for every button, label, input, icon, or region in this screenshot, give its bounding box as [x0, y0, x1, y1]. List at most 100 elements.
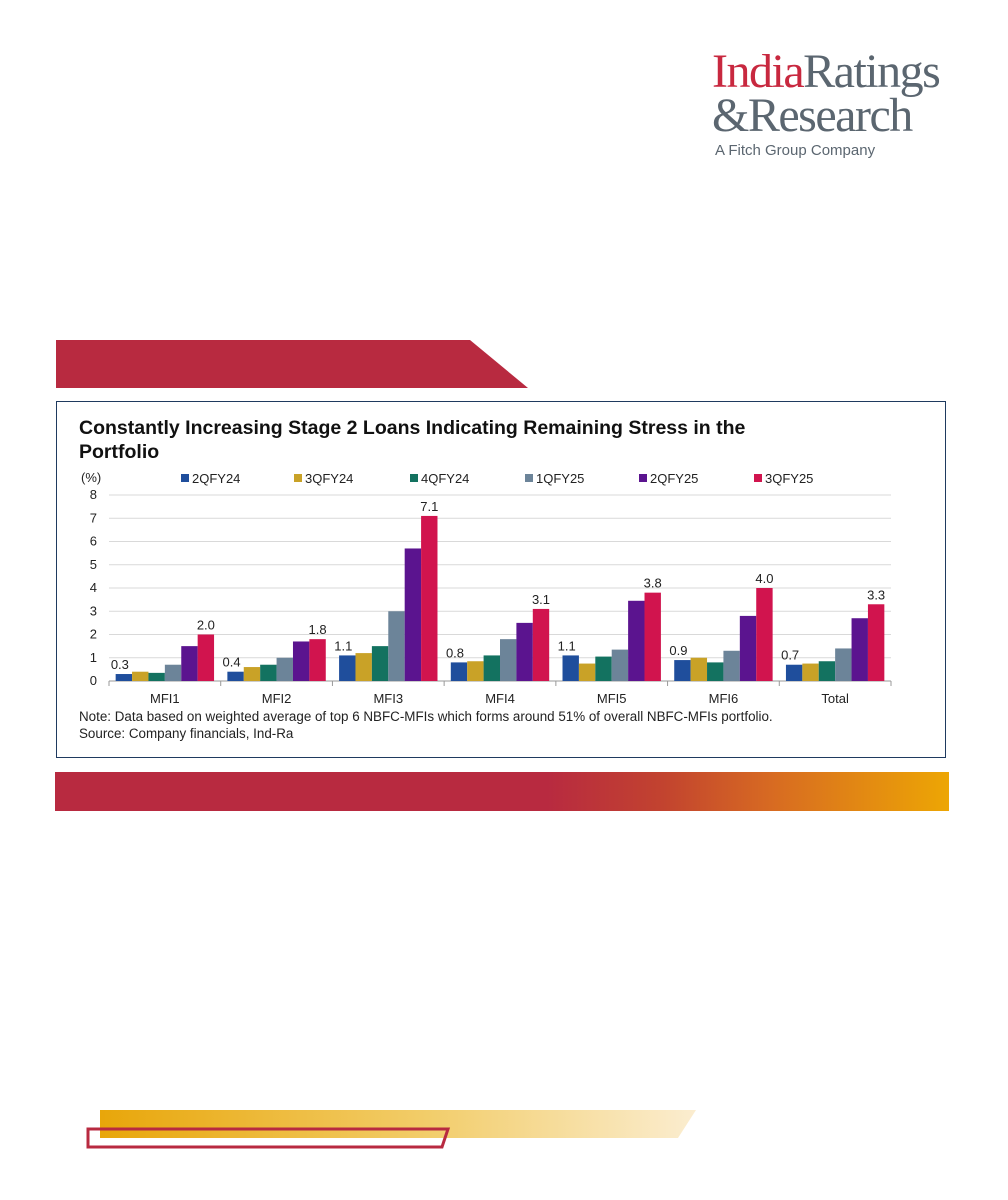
bar-mfi5-2qfy24	[562, 655, 579, 681]
bar-mfi6-1qfy25	[723, 650, 740, 681]
bar-mfi4-2qfy24	[450, 662, 468, 681]
bar-mfi6-3qfy24	[690, 657, 708, 681]
y-tick-label-6: 6	[90, 534, 97, 549]
data-label-mfi5-3qfy25: 3.8	[644, 576, 662, 591]
gradient-divider-band	[55, 772, 949, 811]
bar-mfi1-2qfy25	[181, 646, 198, 681]
legend-label-3qfy25: 3QFY25	[765, 471, 813, 486]
legend-label-2qfy25: 2QFY25	[650, 471, 698, 486]
y-tick-label-5: 5	[90, 557, 97, 572]
bar-mfi2-4qfy24	[260, 664, 277, 681]
x-category-label-mfi4: MFI4	[485, 691, 515, 706]
logo-line-1: IndiaRatings	[712, 45, 941, 98]
legend-label-2qfy24: 2QFY24	[192, 471, 240, 486]
bar-mfi3-3qfy25	[421, 515, 438, 681]
y-axis-label: (%)	[81, 470, 101, 485]
bar-mfi6-2qfy24	[674, 660, 691, 681]
bar-mfi3-3qfy24	[355, 653, 372, 681]
bottom-decorative-banner	[86, 1110, 696, 1149]
x-category-label-mfi2: MFI2	[262, 691, 292, 706]
bar-mfi2-1qfy25	[276, 657, 293, 681]
data-label-mfi6-3qfy25: 4.0	[755, 571, 773, 586]
x-category-label-mfi5: MFI5	[597, 691, 627, 706]
data-label-total-2qfy24: 0.7	[781, 648, 799, 663]
logo-line-2: &Research	[712, 89, 913, 142]
bar-mfi6-2qfy25	[739, 615, 757, 681]
legend-swatch-2qfy25	[639, 474, 647, 482]
data-label-mfi4-2qfy24: 0.8	[446, 645, 464, 660]
data-label-mfi2-2qfy24: 0.4	[223, 655, 241, 670]
bar-mfi3-1qfy25	[388, 611, 405, 681]
bar-total-4qfy24	[818, 661, 836, 681]
bar-mfi2-2qfy25	[292, 641, 310, 681]
bar-mfi4-4qfy24	[483, 655, 500, 681]
y-tick-label-3: 3	[90, 603, 97, 618]
bar-mfi3-2qfy25	[404, 548, 422, 681]
data-label-mfi5-2qfy24: 1.1	[558, 638, 576, 653]
india-ratings-logo: IndiaRatings &Research A Fitch Group Com…	[712, 48, 982, 163]
x-category-label-mfi1: MFI1	[150, 691, 180, 706]
y-tick-label-2: 2	[90, 627, 97, 642]
bar-mfi1-1qfy25	[164, 664, 182, 681]
bar-mfi2-3qfy24	[243, 667, 261, 681]
bar-mfi4-3qfy25	[532, 608, 550, 681]
bar-total-1qfy25	[835, 648, 852, 681]
legend-swatch-4qfy24	[410, 474, 418, 482]
y-tick-label-4: 4	[90, 580, 97, 595]
bar-mfi2-3qfy25	[309, 639, 326, 681]
bar-mfi5-3qfy25	[644, 592, 661, 681]
data-label-mfi1-3qfy25: 2.0	[197, 618, 215, 633]
bar-total-3qfy25	[867, 604, 885, 681]
bar-mfi4-3qfy24	[467, 661, 484, 681]
x-category-label-mfi6: MFI6	[709, 691, 739, 706]
bar-mfi3-4qfy24	[371, 646, 389, 681]
legend-swatch-1qfy25	[525, 474, 533, 482]
legend-swatch-3qfy25	[754, 474, 762, 482]
bar-mfi6-3qfy25	[756, 588, 773, 681]
data-label-mfi3-2qfy24: 1.1	[334, 638, 352, 653]
logo-word-india: India	[712, 45, 805, 98]
x-category-label-total: Total	[821, 691, 849, 706]
chart-title: Constantly Increasing Stage 2 Loans Indi…	[79, 417, 746, 463]
bar-mfi6-4qfy24	[707, 662, 724, 681]
legend-label-1qfy25: 1QFY25	[536, 471, 584, 486]
bar-mfi5-2qfy25	[628, 600, 645, 681]
bar-mfi5-3qfy24	[578, 663, 596, 681]
bar-mfi1-3qfy24	[132, 671, 149, 681]
data-label-mfi4-3qfy25: 3.1	[532, 592, 550, 607]
legend-label-3qfy24: 3QFY24	[305, 471, 353, 486]
bar-mfi2-2qfy24	[227, 671, 244, 681]
bar-mfi4-2qfy25	[516, 622, 533, 681]
bar-mfi1-4qfy24	[148, 672, 165, 681]
logo-tagline: A Fitch Group Company	[715, 142, 876, 159]
bar-mfi4-1qfy25	[500, 639, 517, 681]
data-label-mfi6-2qfy24: 0.9	[669, 643, 687, 658]
bar-total-3qfy24	[802, 663, 819, 681]
bar-total-2qfy24	[785, 664, 803, 681]
data-label-mfi2-3qfy25: 1.8	[309, 622, 327, 637]
chart-canvas: 0 1 2 3 4 5 6 7 8 (%) MFI1 MFI2 MFI3 MFI4 MFI5 MFI6 Tota…	[81, 470, 892, 706]
y-tick-label-8: 8	[90, 487, 97, 502]
top-red-banner	[56, 340, 528, 388]
logo-word-ratings: Ratings	[803, 45, 941, 98]
legend-swatch-2qfy24	[181, 474, 189, 482]
x-category-label-mfi3: MFI3	[373, 691, 403, 706]
bar-mfi3-2qfy24	[339, 655, 356, 681]
data-label-total-3qfy25: 3.3	[867, 587, 885, 602]
y-tick-label-7: 7	[90, 510, 97, 525]
legend-swatch-3qfy24	[294, 474, 302, 482]
logo-ampersand: &	[712, 89, 749, 142]
logo-word-research: Research	[747, 89, 913, 142]
bar-mfi1-3qfy25	[197, 634, 215, 681]
chart-note: Note: Data based on weighted average of …	[79, 709, 773, 724]
bar-mfi5-1qfy25	[611, 649, 629, 681]
chart-source: Source: Company financials, Ind-Ra	[79, 726, 294, 741]
y-tick-label-1: 1	[90, 650, 97, 665]
bar-mfi5-4qfy24	[595, 656, 612, 681]
chart-panel: 0 1 2 3 4 5 6 7 8 (%) MFI1 MFI2 MFI3 MFI4 MFI5 MFI6 Tota…	[56, 401, 946, 758]
bar-mfi1-2qfy24	[115, 674, 133, 681]
bar-total-2qfy25	[851, 618, 868, 681]
data-label-mfi3-3qfy25: 7.1	[420, 499, 438, 514]
data-label-mfi1-2qfy24: 0.3	[111, 657, 129, 672]
y-tick-label-0: 0	[90, 673, 97, 688]
